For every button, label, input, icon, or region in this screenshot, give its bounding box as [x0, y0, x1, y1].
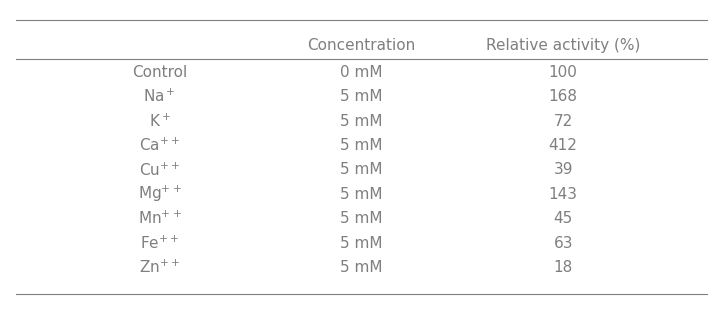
Text: Concentration: Concentration [307, 38, 416, 53]
Text: Cu$^{++}$: Cu$^{++}$ [140, 161, 181, 179]
Text: Mn$^{++}$: Mn$^{++}$ [138, 210, 181, 227]
Text: 168: 168 [549, 89, 578, 104]
Text: 412: 412 [549, 138, 578, 153]
Text: 143: 143 [549, 187, 578, 202]
Text: 63: 63 [553, 235, 573, 251]
Text: Na$^+$: Na$^+$ [143, 88, 176, 105]
Text: Mg$^{++}$: Mg$^{++}$ [138, 184, 181, 204]
Text: Relative activity (%): Relative activity (%) [486, 38, 641, 53]
Text: 5 mM: 5 mM [341, 89, 382, 104]
Text: 5 mM: 5 mM [341, 187, 382, 202]
Text: 5 mM: 5 mM [341, 235, 382, 251]
Text: Fe$^{++}$: Fe$^{++}$ [140, 234, 179, 252]
Text: 5 mM: 5 mM [341, 114, 382, 129]
Text: 18: 18 [554, 260, 573, 275]
Text: 100: 100 [549, 65, 578, 80]
Text: 45: 45 [554, 211, 573, 226]
Text: 5 mM: 5 mM [341, 211, 382, 226]
Text: Control: Control [132, 65, 187, 80]
Text: 5 mM: 5 mM [341, 260, 382, 275]
Text: Zn$^{++}$: Zn$^{++}$ [140, 259, 180, 276]
Text: 39: 39 [553, 162, 573, 178]
Text: Ca$^{++}$: Ca$^{++}$ [140, 137, 180, 154]
Text: 5 mM: 5 mM [341, 138, 382, 153]
Text: 5 mM: 5 mM [341, 162, 382, 178]
Text: 72: 72 [554, 114, 573, 129]
Text: 0 mM: 0 mM [341, 65, 382, 80]
Text: K$^+$: K$^+$ [149, 113, 171, 130]
